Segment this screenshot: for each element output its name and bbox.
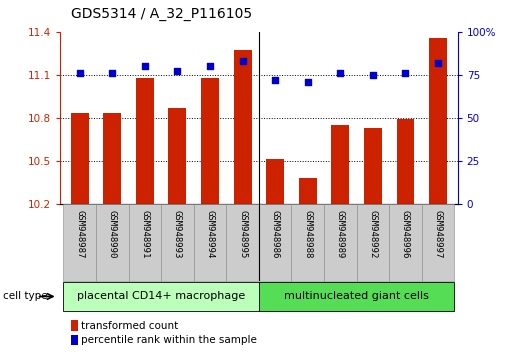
Point [206, 63, 214, 69]
Bar [422, 204, 454, 281]
Bar [129, 204, 161, 281]
Text: multinucleated giant cells: multinucleated giant cells [284, 291, 429, 302]
Text: GSM948988: GSM948988 [303, 210, 312, 258]
Point [401, 70, 410, 76]
Bar [201, 78, 219, 204]
Point [141, 63, 149, 69]
Text: GSM948997: GSM948997 [434, 210, 442, 258]
Text: GDS5314 / A_32_P116105: GDS5314 / A_32_P116105 [71, 7, 252, 21]
Point [173, 69, 181, 74]
Bar [259, 282, 454, 311]
Bar [396, 119, 414, 204]
Bar [161, 204, 194, 281]
Bar [291, 204, 324, 281]
Text: percentile rank within the sample: percentile rank within the sample [81, 335, 257, 345]
Bar [259, 204, 291, 281]
Text: GSM948993: GSM948993 [173, 210, 182, 258]
Bar [63, 282, 259, 311]
Point [108, 70, 117, 76]
Bar [299, 178, 317, 204]
Text: cell type: cell type [3, 291, 47, 302]
Bar [71, 113, 89, 204]
Text: GSM948990: GSM948990 [108, 210, 117, 258]
Bar [96, 204, 129, 281]
Bar [63, 204, 96, 281]
Bar [429, 38, 447, 204]
Bar [71, 320, 78, 331]
Bar [357, 204, 389, 281]
Bar [324, 204, 357, 281]
Point [303, 79, 312, 85]
Bar [168, 108, 186, 204]
Text: GSM948992: GSM948992 [368, 210, 378, 258]
Bar [332, 125, 349, 204]
Bar [136, 78, 154, 204]
Bar [266, 159, 284, 204]
Text: transformed count: transformed count [81, 321, 178, 331]
Text: GSM948996: GSM948996 [401, 210, 410, 258]
Point [238, 58, 247, 64]
Text: GSM948991: GSM948991 [140, 210, 150, 258]
Bar [194, 204, 226, 281]
Text: GSM948994: GSM948994 [206, 210, 214, 258]
Bar [364, 128, 382, 204]
Text: GSM948989: GSM948989 [336, 210, 345, 258]
Bar [234, 51, 252, 204]
Bar [389, 204, 422, 281]
Bar [71, 335, 78, 345]
Text: placental CD14+ macrophage: placental CD14+ macrophage [77, 291, 245, 302]
Point [336, 70, 345, 76]
Bar [226, 204, 259, 281]
Point [75, 70, 84, 76]
Text: GSM948986: GSM948986 [271, 210, 280, 258]
Bar [104, 113, 121, 204]
Text: GSM948995: GSM948995 [238, 210, 247, 258]
Point [369, 72, 377, 78]
Point [434, 60, 442, 65]
Point [271, 77, 279, 83]
Text: GSM948987: GSM948987 [75, 210, 84, 258]
